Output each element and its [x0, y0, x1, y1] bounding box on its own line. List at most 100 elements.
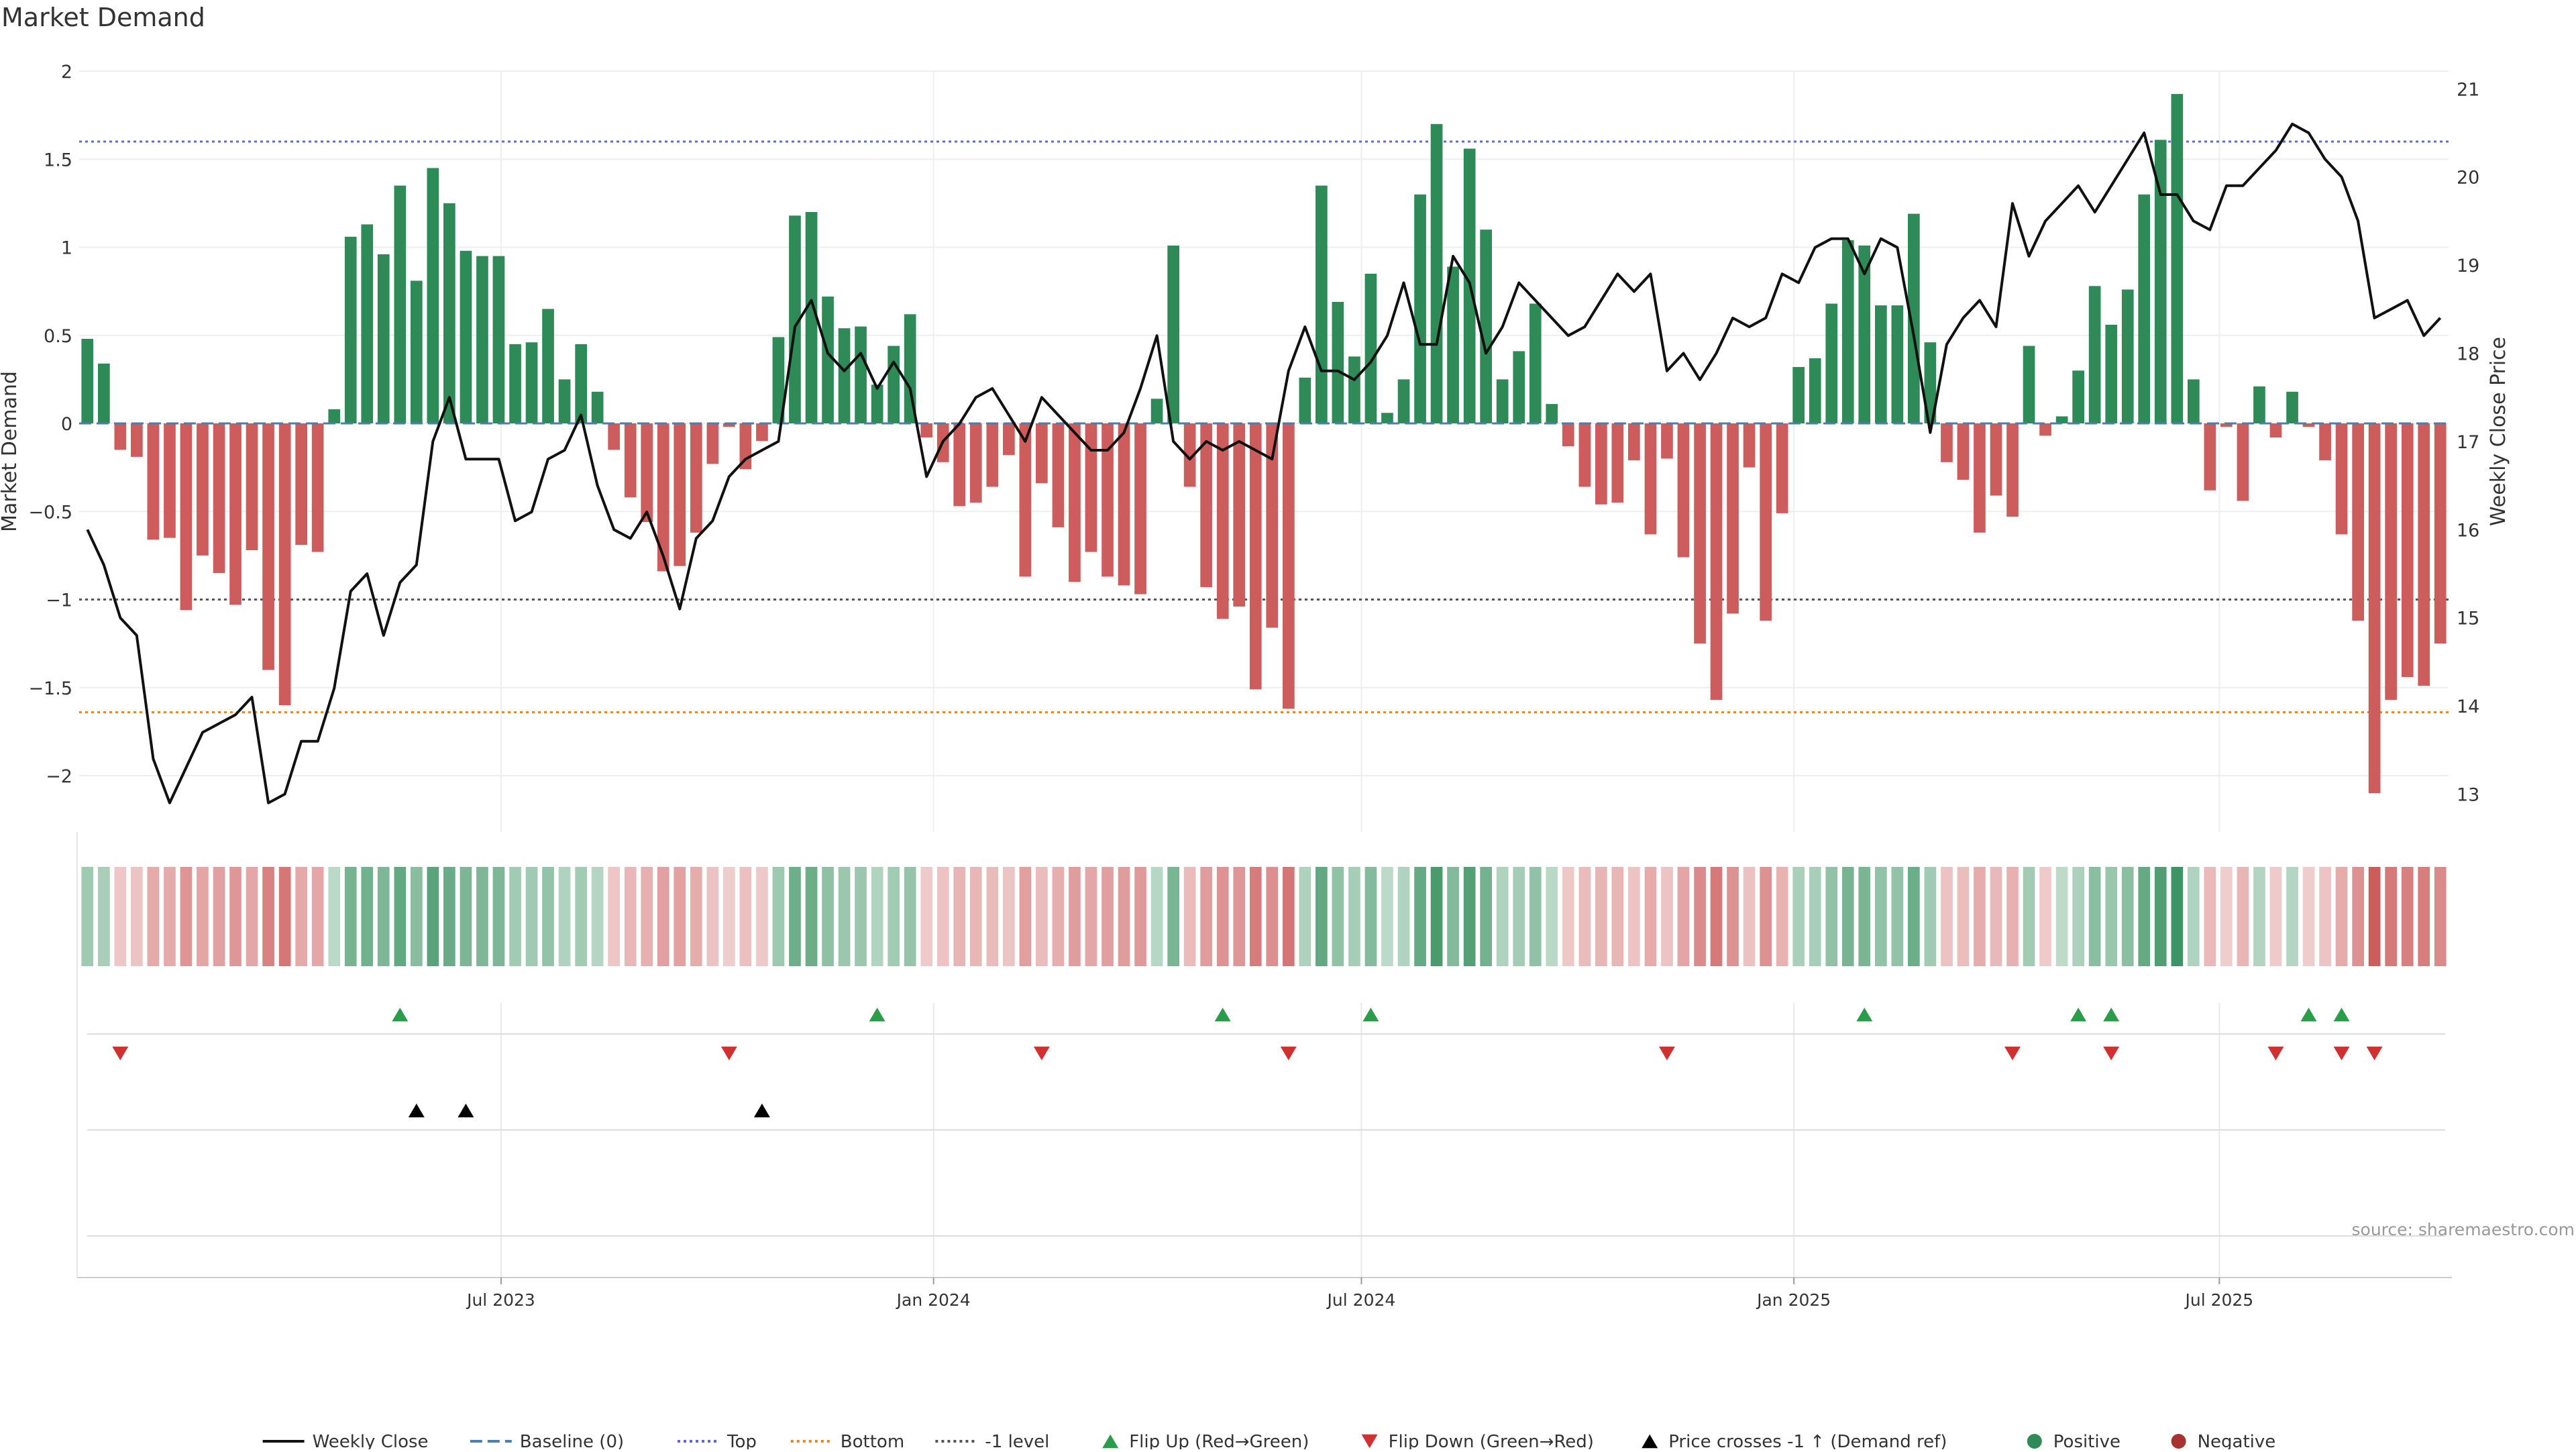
- heat-cell: [674, 867, 686, 966]
- heat-cell: [2269, 867, 2282, 966]
- demand-bar: [2401, 423, 2414, 677]
- heat-cell: [1513, 867, 1525, 966]
- demand-bar: [1200, 423, 1212, 588]
- demand-bar: [2154, 140, 2167, 423]
- heat-cell: [1546, 867, 1558, 966]
- demand-bar: [361, 224, 374, 423]
- heat-cell: [476, 867, 488, 966]
- flip-up-marker: [2103, 1007, 2120, 1022]
- heat-cell: [164, 867, 176, 966]
- legend-item: Flip Up (Red→Green): [1102, 1432, 1309, 1452]
- legend-swatch-tri-up: [1102, 1434, 1119, 1449]
- heat-cell: [2418, 867, 2430, 966]
- heat-cell: [789, 867, 801, 966]
- demand-bar: [1661, 423, 1673, 459]
- demand-bar: [2253, 386, 2265, 423]
- heat-cell: [2335, 867, 2348, 966]
- x-tick-label: Jan 2024: [896, 1290, 971, 1310]
- heat-cell: [2319, 867, 2331, 966]
- heat-cell: [460, 867, 472, 966]
- x-tick-label: Jul 2023: [466, 1290, 535, 1310]
- demand-bar: [1266, 423, 1279, 628]
- demand-bar: [789, 215, 801, 423]
- heat-cell: [1052, 867, 1065, 966]
- heat-cell: [1825, 867, 1838, 966]
- heat-cell: [278, 867, 291, 966]
- demand-bar: [1743, 423, 1756, 468]
- demand-bar: [2335, 423, 2348, 535]
- heat-cell: [2220, 867, 2233, 966]
- legend-item: Negative: [2171, 1432, 2275, 1452]
- demand-bar: [344, 236, 357, 423]
- heat-cell: [98, 867, 110, 966]
- heat-cell: [2434, 867, 2447, 966]
- legend-item: Price crosses -1 ↑ (Demand ref): [1642, 1432, 1947, 1452]
- heat-cell: [2171, 867, 2184, 966]
- legend-item: Bottom: [790, 1432, 904, 1452]
- demand-bar: [229, 423, 241, 605]
- demand-bar: [1891, 305, 1904, 423]
- demand-bar: [1875, 305, 1887, 423]
- heat-cell: [377, 867, 390, 966]
- heat-cell: [2286, 867, 2298, 966]
- demand-bar: [1562, 423, 1574, 447]
- heat-cell: [1496, 867, 1509, 966]
- demand-bar: [427, 168, 439, 423]
- legend-label: Flip Up (Red→Green): [1129, 1432, 1309, 1449]
- heat-cell: [2006, 867, 2019, 966]
- y-right-tick-label: 19: [2457, 256, 2479, 276]
- heat-cell: [1036, 867, 1048, 966]
- demand-bar: [1430, 123, 1443, 424]
- price-cross-marker: [753, 1103, 770, 1118]
- legend-item: Baseline (0): [470, 1432, 624, 1452]
- heat-cell: [1776, 867, 1788, 966]
- demand-bar: [1941, 423, 1953, 462]
- heat-cell: [1809, 867, 1821, 966]
- heat-cell: [1381, 867, 1393, 966]
- demand-bar: [1908, 213, 1920, 423]
- demand-bar: [805, 212, 818, 423]
- heat-cell: [213, 867, 225, 966]
- heat-cell: [1974, 867, 1986, 966]
- heat-cell: [1628, 867, 1640, 966]
- heat-cell: [1085, 867, 1097, 966]
- y-axis-right: 21 20 19 18 17 16 15 14 13 Weekly Close Price: [2457, 79, 2510, 805]
- demand-bar: [295, 423, 307, 546]
- demand-bar: [1069, 423, 1081, 582]
- demand-bar: [1974, 423, 1986, 533]
- demand-bar: [1595, 423, 1607, 505]
- heat-cell: [855, 867, 867, 966]
- heat-cell: [2154, 867, 2167, 966]
- demand-bar: [2039, 423, 2051, 436]
- demand-bar: [131, 423, 143, 457]
- demand-bar: [2072, 370, 2084, 423]
- demand-bar: [1233, 423, 1246, 607]
- heat-cell: [1069, 867, 1081, 966]
- flip-up-marker: [869, 1007, 885, 1022]
- legend-swatch-tri-down: [1361, 1434, 1378, 1449]
- heat-cell: [1743, 867, 1756, 966]
- demand-bar: [1694, 423, 1706, 644]
- heat-cell: [1908, 867, 1920, 966]
- demand-bar: [2352, 423, 2364, 621]
- heat-cell: [888, 867, 900, 966]
- demand-bar: [1644, 423, 1657, 535]
- heat-cell: [706, 867, 719, 966]
- heat-cell: [591, 867, 604, 966]
- demand-bar: [114, 423, 127, 450]
- y-right-tick-label: 14: [2457, 696, 2479, 717]
- heat-cell: [723, 867, 735, 966]
- demand-bar: [657, 423, 669, 572]
- y-left-tick-label: 1: [61, 238, 72, 259]
- legend-item: -1 level: [935, 1432, 1049, 1452]
- demand-bar: [311, 423, 324, 552]
- demand-bar: [2121, 289, 2134, 423]
- demand-bar: [2237, 423, 2249, 501]
- y-right-tick-label: 17: [2457, 432, 2479, 453]
- flip-down-marker: [112, 1046, 129, 1061]
- legend-label: Baseline (0): [520, 1432, 624, 1449]
- heat-cell: [969, 867, 982, 966]
- heat-cell: [624, 867, 637, 966]
- demand-bar: [1809, 358, 1821, 423]
- demand-bar: [1283, 423, 1295, 709]
